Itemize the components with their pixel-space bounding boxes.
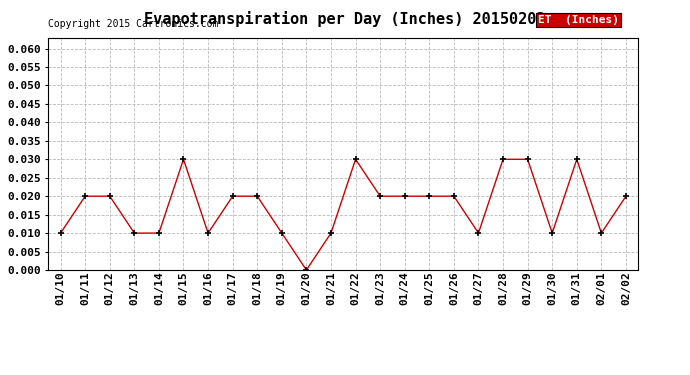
Text: Copyright 2015 Cartronics.com: Copyright 2015 Cartronics.com [48,19,219,29]
Text: Evapotranspiration per Day (Inches) 20150203: Evapotranspiration per Day (Inches) 2015… [144,11,546,27]
Text: ET  (Inches): ET (Inches) [538,15,619,25]
